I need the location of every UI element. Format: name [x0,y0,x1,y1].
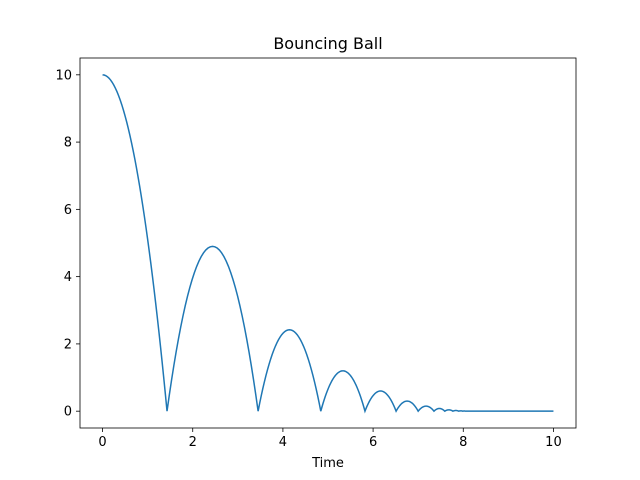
x-axis-label: Time [311,456,344,471]
x-tick-label: 0 [98,435,106,450]
x-tick-label: 4 [279,435,287,450]
x-tick-label: 6 [369,435,377,450]
x-tick-label: 8 [459,435,467,450]
y-tick-label: 6 [64,203,72,218]
chart-title: Bouncing Ball [273,34,382,53]
y-tick-label: 8 [64,136,72,151]
y-tick-label: 10 [55,68,72,83]
x-tick-label: 2 [189,435,197,450]
x-tick-label: 10 [545,435,562,450]
y-tick-label: 0 [64,405,72,420]
y-tick-label: 2 [64,337,72,352]
plot-area [80,58,576,428]
y-tick-label: 4 [64,270,72,285]
